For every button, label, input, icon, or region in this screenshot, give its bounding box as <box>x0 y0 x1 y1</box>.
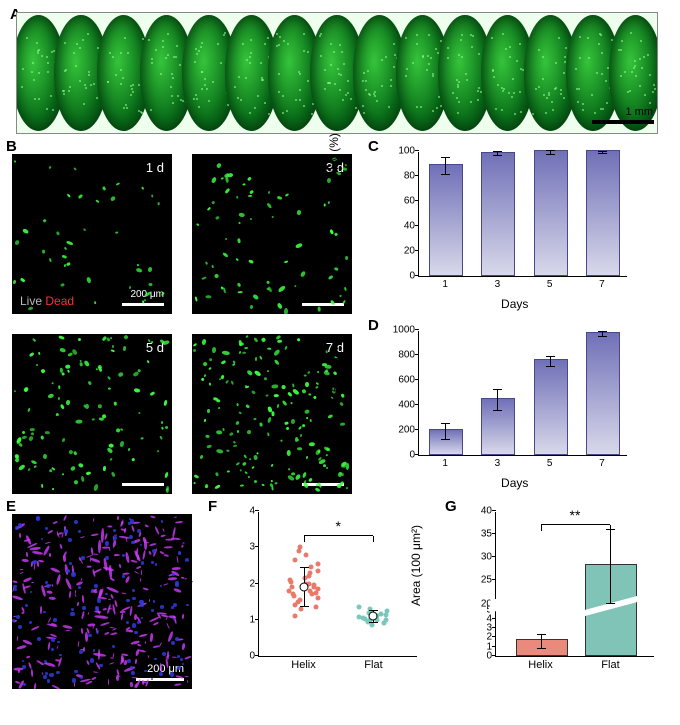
panel-a-scalebar <box>592 120 654 124</box>
panel-g-chart: G 0123452025303540HelixFlat**Area (100 μ… <box>451 504 666 689</box>
panel-e-image: 200 μm <box>12 514 192 689</box>
panel-b-grid: 1 d200 μmLive Dead3 d5 d7 d <box>12 154 352 494</box>
panel-f-chart: F 01234HelixFlat*Aspect ratio <box>214 504 429 689</box>
panel-d-label: D <box>368 317 379 334</box>
panel-f-label: F <box>208 498 217 515</box>
panel-g-label: G <box>445 498 457 515</box>
panel-e-label: E <box>6 498 16 515</box>
panel-a-image <box>16 12 658 134</box>
micrograph-1-d: 1 d200 μmLive Dead <box>12 154 172 314</box>
panel-c-chart: C 0204060801001357Cell viability (%)Days <box>374 144 639 309</box>
panel-d-chart: D 020040060080010001357Cell countDays <box>374 323 639 488</box>
panel-b-label: B <box>6 138 17 155</box>
panel-c-label: C <box>368 138 379 155</box>
micrograph-5-d: 5 d <box>12 334 172 494</box>
panel-a-scalebar-label: 1 mm <box>626 106 654 118</box>
